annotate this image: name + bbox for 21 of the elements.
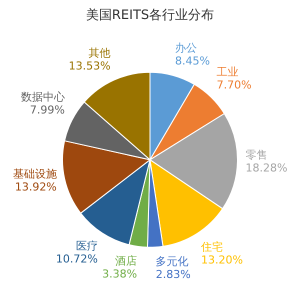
slice-label: 数据中心 xyxy=(20,90,65,104)
slice-label: 住宅 xyxy=(201,240,224,254)
data-label: 8.45% xyxy=(175,54,210,68)
slice-label: 零售 xyxy=(245,148,268,162)
data-label: 13.53% xyxy=(68,60,111,73)
data-label: 13.92% xyxy=(14,180,57,194)
slice-label: 酒店 xyxy=(115,254,138,268)
slice-label: 多元化 xyxy=(156,254,189,268)
slice-label: 工业 xyxy=(216,65,239,78)
data-label: 7.70% xyxy=(216,78,252,92)
slice-label: 办公 xyxy=(175,42,198,55)
data-label: 10.72% xyxy=(56,252,98,266)
slice-label: 医疗 xyxy=(76,240,98,253)
slice-label: 其他 xyxy=(88,46,111,60)
data-label: 7.99% xyxy=(30,103,65,116)
data-label: 13.20% xyxy=(201,253,243,266)
chart-title: 美国REITS各行业分布 xyxy=(86,7,214,24)
data-label: 3.38% xyxy=(102,267,138,280)
data-label: 2.83% xyxy=(156,268,191,281)
slice-label: 基础设施 xyxy=(12,167,57,180)
data-label: 18.28% xyxy=(245,161,288,174)
